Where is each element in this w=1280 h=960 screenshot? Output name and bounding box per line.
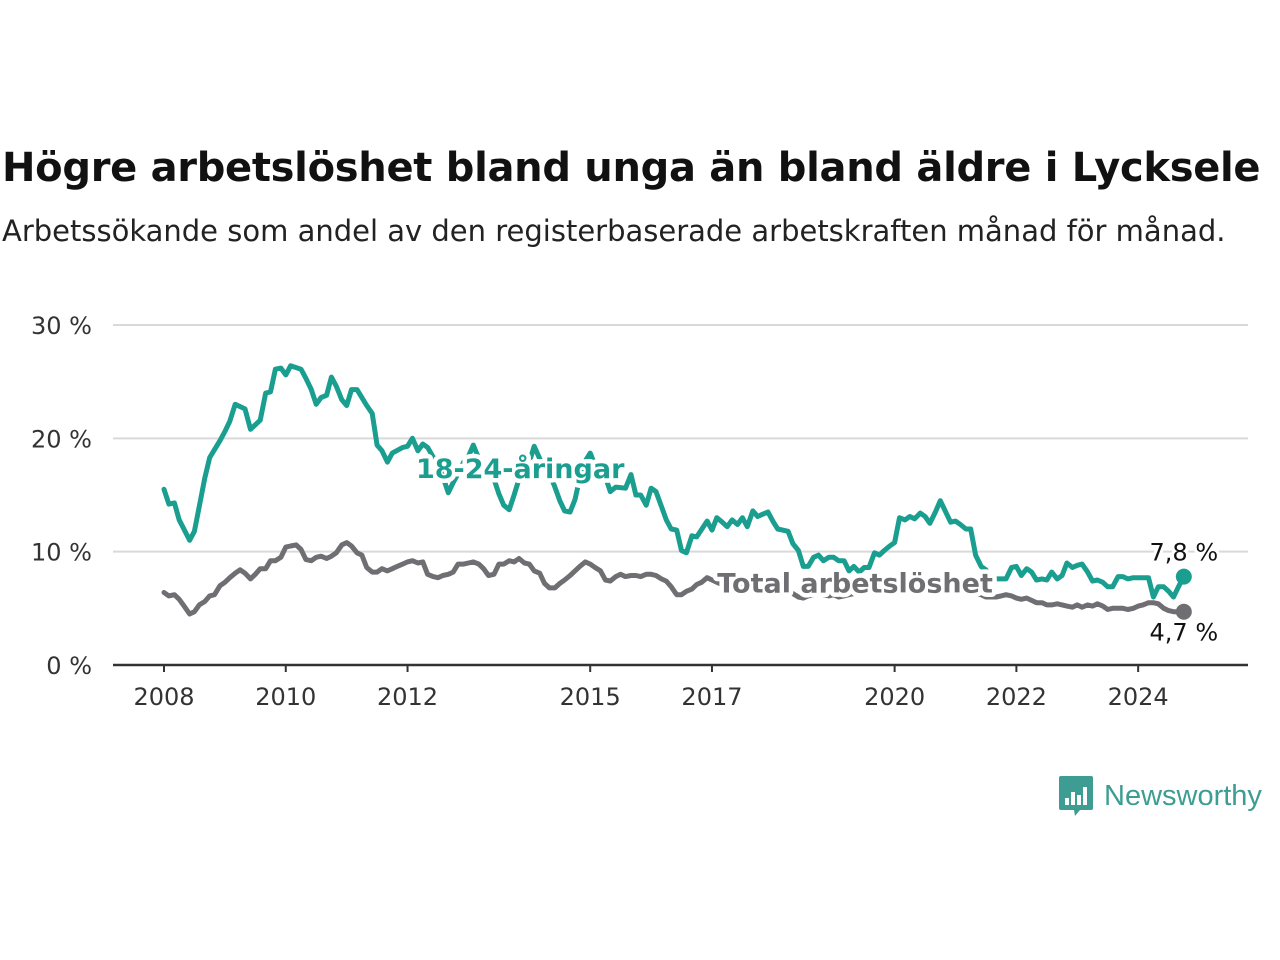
end-point — [1175, 568, 1192, 585]
end-value-label: 4,7 % — [1150, 619, 1219, 647]
x-tick-label: 2008 — [133, 683, 194, 711]
x-tick-label: 2022 — [986, 683, 1047, 711]
x-tick-label: 2015 — [560, 683, 621, 711]
chart-subtitle: Arbetssökande som andel av den registerb… — [2, 214, 1226, 248]
newsworthy-logo-icon — [1059, 776, 1093, 816]
y-tick-label: 30 % — [31, 312, 92, 340]
end-value-label: 7,8 % — [1150, 539, 1219, 567]
x-tick-label: 2024 — [1108, 683, 1169, 711]
series-line — [161, 540, 1187, 617]
brand-logo: Newsworthy — [1058, 774, 1262, 818]
y-tick-label: 10 % — [31, 539, 92, 567]
x-tick-label: 2012 — [377, 683, 438, 711]
series-label: 18-24-åringar — [416, 453, 625, 485]
y-tick-label: 0 % — [46, 652, 92, 680]
end-point — [1175, 603, 1192, 620]
series-label: Total arbetslöshet — [717, 568, 993, 599]
x-tick-label: 2017 — [681, 683, 742, 711]
x-tick-label: 2010 — [255, 683, 316, 711]
x-tick-label: 2020 — [864, 683, 925, 711]
y-tick-label: 20 % — [31, 425, 92, 453]
brand-name: Newsworthy — [1104, 779, 1262, 812]
chart-title: Högre arbetslöshet bland unga än bland ä… — [2, 145, 1261, 191]
series-line — [161, 363, 1187, 600]
